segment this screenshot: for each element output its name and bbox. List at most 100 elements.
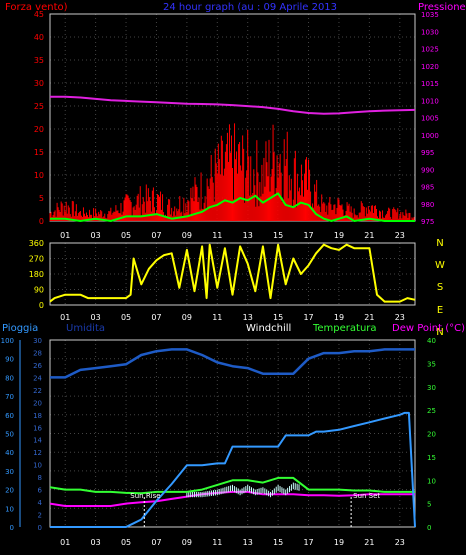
- panel3-x-tick-label: 09: [182, 538, 192, 547]
- panel3-x-tick-label: 05: [121, 538, 131, 547]
- direction-y-tick-label: 0: [39, 301, 44, 310]
- humidity-y-tick-label: 8: [38, 474, 42, 482]
- pressure-y-tick-label: 990: [421, 166, 434, 174]
- humidity-y-tick-label: 28: [33, 349, 42, 357]
- panel2-x-tick-label: 07: [151, 313, 161, 322]
- compass-label: S: [437, 282, 443, 293]
- wind-y-tick-label: 20: [34, 125, 44, 134]
- wind-y-tick-label: 5: [39, 194, 44, 203]
- pressure-y-tick-label: 1030: [421, 28, 439, 36]
- panel1-x-tick-label: 07: [151, 231, 161, 240]
- panel3-x-tick-label: 07: [151, 538, 161, 547]
- panel2-x-tick-label: 03: [91, 313, 101, 322]
- panel3-x-tick-label: 13: [243, 538, 253, 547]
- wind-y-tick-label: 10: [34, 171, 44, 180]
- humidity-y-tick-label: 10: [33, 462, 42, 470]
- rain-y-tick-label: 90: [5, 356, 14, 364]
- sunset-label: Sun Set: [353, 492, 380, 500]
- temp-y-tick-label: 0: [427, 524, 431, 532]
- pressure-y-tick-label: 980: [421, 201, 434, 209]
- panel3-x-tick-label: 01: [60, 538, 70, 547]
- rain-y-tick-label: 80: [5, 374, 14, 382]
- panel1-x-tick-label: 13: [243, 231, 253, 240]
- dewpoint-line: [49, 490, 415, 507]
- panel1-x-tick-label: 03: [91, 231, 101, 240]
- rain-y-tick-label: 40: [5, 449, 14, 457]
- pressure-axis-title: Pressione: [418, 2, 466, 13]
- pressure-y-tick-label: 1005: [421, 115, 439, 123]
- temp-y-tick-label: 25: [427, 407, 436, 415]
- panel3-x-tick-label: 17: [303, 538, 313, 547]
- pressure-y-tick-label: 1000: [421, 132, 439, 140]
- panel3-x-tick-label: 19: [334, 538, 344, 547]
- panel1-x-tick-label: 17: [303, 231, 313, 240]
- temp-y-tick-label: 35: [427, 360, 436, 368]
- humidity-y-tick-label: 4: [38, 499, 43, 507]
- direction-y-tick-label: 360: [29, 239, 44, 248]
- rain-line: [50, 411, 416, 528]
- humidity-y-tick-label: 24: [33, 374, 42, 382]
- wind-y-tick-label: 35: [34, 56, 44, 65]
- temp-y-tick-label: 30: [427, 384, 436, 392]
- wind-line: [50, 192, 415, 222]
- panel3-x-tick-label: 21: [364, 538, 374, 547]
- panel1-x-tick-label: 19: [334, 231, 344, 240]
- humidity-y-tick-label: 6: [38, 487, 43, 495]
- pressure-y-tick-label: 1010: [421, 97, 439, 105]
- pressure-y-tick-label: 995: [421, 149, 434, 157]
- rain-y-tick-label: 30: [5, 468, 14, 476]
- panel1-x-tick-label: 09: [182, 231, 192, 240]
- direction-line: [49, 243, 416, 303]
- humidity-y-tick-label: 2: [38, 512, 42, 520]
- temp-y-tick-label: 10: [427, 477, 436, 485]
- temp-y-tick-label: 40: [427, 337, 436, 345]
- panel3-x-tick-label: 11: [212, 538, 222, 547]
- humidity-y-tick-label: 0: [38, 524, 42, 532]
- pressure-y-tick-label: 1035: [421, 11, 439, 19]
- pressure-y-tick-label: 985: [421, 184, 434, 192]
- sunrise-label: Sun Rise: [130, 492, 160, 500]
- panel1-x-tick-label: 23: [395, 231, 405, 240]
- panel1-x-tick-label: 15: [273, 231, 283, 240]
- direction-y-tick-label: 270: [29, 255, 44, 264]
- rain-y-tick-label: 70: [5, 393, 14, 401]
- humidity-y-tick-label: 18: [33, 412, 42, 420]
- pressure-y-tick-label: 1020: [421, 63, 439, 71]
- rain-y-tick-label: 20: [5, 487, 14, 495]
- pressure-y-tick-label: 1025: [421, 46, 439, 54]
- humidity-y-tick-label: 30: [33, 337, 42, 345]
- rain-y-tick-label: 0: [10, 524, 14, 532]
- temperature-line: [49, 476, 415, 495]
- panel2-x-tick-label: 13: [243, 313, 253, 322]
- panel3-frame: [49, 339, 416, 528]
- wind-y-tick-label: 40: [34, 33, 44, 42]
- panel1-x-tick-label: 05: [121, 231, 131, 240]
- panel2-x-tick-label: 17: [303, 313, 313, 322]
- humidity-y-tick-label: 22: [33, 387, 42, 395]
- pressure-line: [50, 95, 416, 115]
- humidity-y-tick-label: 14: [33, 437, 42, 445]
- rain-y-tick-label: 50: [5, 431, 14, 439]
- wind-axis-title: Forza vento): [5, 2, 68, 13]
- compass-label: E: [437, 305, 443, 316]
- temperature-legend: Temperatura: [312, 323, 377, 334]
- panel1-x-tick-label: 01: [60, 231, 70, 240]
- panel3-x-tick-label: 15: [273, 538, 283, 547]
- dewpoint-legend: Dew Point (°C): [392, 323, 465, 334]
- humidity-y-tick-label: 20: [33, 399, 42, 407]
- chart-title: 24 hour graph (au : 09 Aprile 2013: [163, 2, 337, 13]
- compass-label: W: [435, 260, 445, 271]
- temp-y-tick-label: 15: [427, 454, 436, 462]
- rain-legend: Pioggia: [2, 323, 38, 334]
- rain-y-tick-label: 100: [1, 337, 14, 345]
- panel3-x-tick-label: 03: [91, 538, 101, 547]
- panel2-x-tick-label: 05: [121, 313, 131, 322]
- rain-y-tick-label: 60: [5, 412, 14, 420]
- humidity-y-tick-label: 12: [33, 449, 42, 457]
- wind-y-tick-label: 45: [34, 10, 44, 19]
- panel2-x-tick-label: 21: [364, 313, 374, 322]
- panel2-x-tick-label: 09: [182, 313, 192, 322]
- wind-y-tick-label: 25: [34, 102, 44, 111]
- windchill-legend: Windchill: [246, 323, 291, 334]
